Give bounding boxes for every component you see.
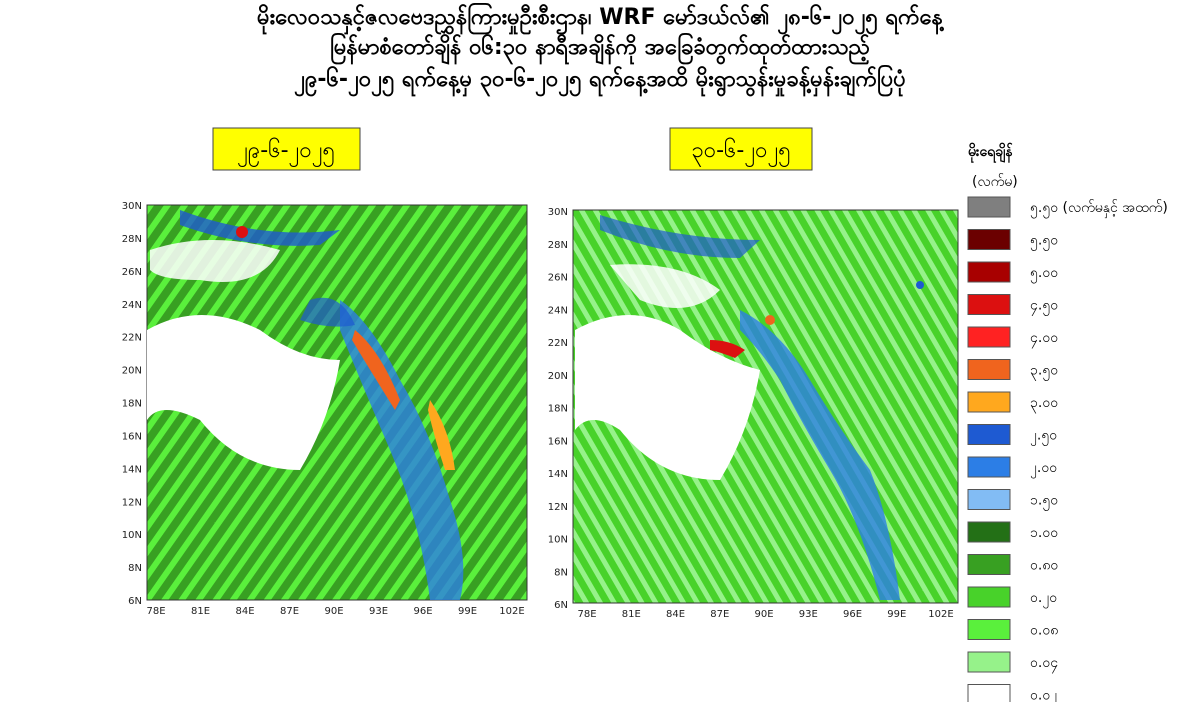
lat-tick-label: 18N xyxy=(548,404,568,415)
legend-swatch xyxy=(967,391,1011,413)
lon-tick-label: 90E xyxy=(324,606,343,617)
lon-tick-label: 81E xyxy=(191,606,210,617)
lat-tick-label: 16N xyxy=(548,436,568,447)
legend-label: ၂.၅၀ xyxy=(1030,428,1057,446)
legend-swatch xyxy=(967,196,1011,218)
legend-label: ၁.၅၀ xyxy=(1030,493,1058,511)
lon-tick-label: 93E xyxy=(799,609,818,620)
date-box xyxy=(212,127,361,171)
map-date: ၃၀-၆-၂၀၂၅ xyxy=(691,137,790,167)
legend-title: မိုးရေချိန် xyxy=(968,143,1013,163)
legend-label: ၅.၅၀ xyxy=(1030,233,1058,251)
lon-tick-label: 93E xyxy=(369,606,388,617)
lon-tick-label: 87E xyxy=(710,609,729,620)
legend-label: ၄.၅၀ xyxy=(1030,298,1058,316)
legend-swatch xyxy=(967,651,1011,673)
lat-tick-label: 26N xyxy=(548,273,568,284)
lon-tick-label: 96E xyxy=(413,606,432,617)
lat-tick-label: 24N xyxy=(122,300,142,311)
map-image xyxy=(572,209,959,604)
lat-tick-label: 28N xyxy=(122,234,142,245)
lat-tick-label: 22N xyxy=(122,333,142,344)
legend-swatch xyxy=(967,229,1011,250)
lon-tick-label: 81E xyxy=(622,609,641,620)
legend-label: ၀.၀၄ xyxy=(1030,655,1058,673)
lat-tick-label: 16N xyxy=(122,431,142,442)
lat-tick-label: 12N xyxy=(548,502,568,513)
legend-swatch xyxy=(967,521,1011,543)
legend-swatch xyxy=(967,424,1011,445)
legend-label: ၄.၀၀ xyxy=(1030,330,1058,348)
lon-tick-label: 102E xyxy=(499,606,524,617)
lat-tick-label: 10N xyxy=(548,535,568,546)
legend-unit: (လက်မ) xyxy=(972,174,1018,190)
legend-swatch xyxy=(967,554,1011,575)
lat-tick-label: 6N xyxy=(128,596,142,607)
legend-label: ၀.၈၀ xyxy=(1030,558,1058,574)
legend-label: ၃.၅၀ xyxy=(1030,363,1058,381)
map-image xyxy=(146,204,528,601)
lat-tick-label: 12N xyxy=(122,497,142,508)
lat-tick-label: 8N xyxy=(128,563,142,574)
legend-swatch xyxy=(967,456,1011,478)
lon-tick-label: 84E xyxy=(235,606,254,617)
legend-swatch xyxy=(967,684,1011,702)
legend-label: ၅.၀၀ xyxy=(1030,265,1058,283)
legend-swatch xyxy=(967,261,1011,283)
lat-tick-label: 6N xyxy=(554,600,568,611)
legend-label: ၃.၀၀ xyxy=(1030,395,1058,413)
lat-tick-label: 18N xyxy=(122,399,142,410)
date-box xyxy=(669,127,813,171)
lat-tick-label: 14N xyxy=(548,469,568,480)
title-line: မိုးလေဝသနှင့်ဇလဗေဒညွှန်ကြားမှုဦးစီးဌာန၊ … xyxy=(257,2,945,35)
lon-tick-label: 99E xyxy=(887,609,906,620)
lat-tick-label: 14N xyxy=(122,464,142,475)
lat-tick-label: 28N xyxy=(548,240,568,251)
lon-tick-label: 102E xyxy=(928,609,953,620)
legend-swatch xyxy=(967,586,1011,608)
legend-swatch xyxy=(967,326,1011,348)
legend-swatch xyxy=(967,359,1011,380)
lon-tick-label: 96E xyxy=(843,609,862,620)
lon-tick-label: 78E xyxy=(577,609,596,620)
lat-tick-label: 30N xyxy=(548,207,568,218)
legend-label: ၀.၀၈ xyxy=(1030,623,1058,639)
lon-tick-label: 84E xyxy=(666,609,685,620)
lon-tick-label: 78E xyxy=(146,606,165,617)
lon-tick-label: 90E xyxy=(754,609,773,620)
lat-tick-label: 8N xyxy=(554,567,568,578)
lat-tick-label: 30N xyxy=(122,201,142,212)
legend-swatch xyxy=(967,619,1011,640)
lat-tick-label: 22N xyxy=(548,338,568,349)
title-line: မြန်မာစံတော်ချိန် ၀၆:၃၀ နာရီအချိန်ကို အခ… xyxy=(330,32,870,65)
lat-tick-label: 20N xyxy=(548,371,568,382)
lon-tick-label: 99E xyxy=(458,606,477,617)
legend-swatch xyxy=(967,489,1011,510)
title-line: ၂၉-၆-၂၀၂၅ ရက်နေ့မှ ၃၀-၆-၂၀၂၅ ရက်နေ့အထိ မ… xyxy=(294,64,906,97)
legend-label: ၀.၀၂ xyxy=(1030,688,1057,702)
legend-label: ၂.၀၀ xyxy=(1030,460,1057,478)
map-date: ၂၉-၆-၂၀၂၅ xyxy=(237,137,335,167)
lon-tick-label: 87E xyxy=(280,606,299,617)
lat-tick-label: 20N xyxy=(122,366,142,377)
legend-label: ၀.၂၀ xyxy=(1030,590,1057,608)
lat-tick-label: 26N xyxy=(122,267,142,278)
lat-tick-label: 10N xyxy=(122,530,142,541)
legend-label: ၁.၀၀ xyxy=(1030,525,1058,541)
legend-swatch xyxy=(967,294,1011,315)
legend-label: ၅.၅၀ (လက်မနှင့် အထက်) xyxy=(1030,200,1168,218)
lat-tick-label: 24N xyxy=(548,305,568,316)
